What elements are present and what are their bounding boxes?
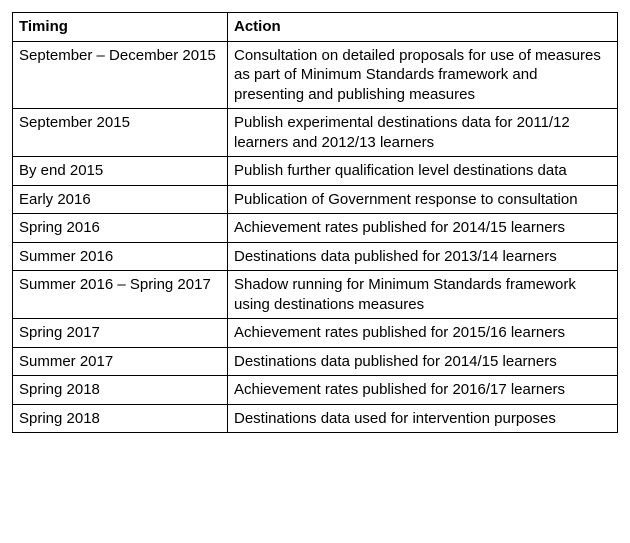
table-row: Summer 2016 Destinations data published …	[13, 242, 618, 271]
cell-timing: By end 2015	[13, 157, 228, 186]
table-row: Spring 2016 Achievement rates published …	[13, 214, 618, 243]
cell-timing: Summer 2016	[13, 242, 228, 271]
cell-action: Publish experimental destinations data f…	[228, 109, 618, 157]
table-row: Summer 2016 – Spring 2017 Shadow running…	[13, 271, 618, 319]
table-row: Summer 2017 Destinations data published …	[13, 347, 618, 376]
table-row: By end 2015 Publish further qualificatio…	[13, 157, 618, 186]
cell-timing: September – December 2015	[13, 41, 228, 109]
cell-action: Destinations data published for 2013/14 …	[228, 242, 618, 271]
table-row: September – December 2015 Consultation o…	[13, 41, 618, 109]
cell-timing: Spring 2018	[13, 404, 228, 433]
cell-action: Destinations data used for intervention …	[228, 404, 618, 433]
col-header-action: Action	[228, 13, 618, 42]
col-header-timing: Timing	[13, 13, 228, 42]
table-row: September 2015 Publish experimental dest…	[13, 109, 618, 157]
cell-action: Achievement rates published for 2015/16 …	[228, 319, 618, 348]
table-row: Spring 2018 Achievement rates published …	[13, 376, 618, 405]
cell-timing: Spring 2018	[13, 376, 228, 405]
cell-timing: Summer 2017	[13, 347, 228, 376]
cell-action: Achievement rates published for 2014/15 …	[228, 214, 618, 243]
cell-timing: Early 2016	[13, 185, 228, 214]
cell-timing: Spring 2017	[13, 319, 228, 348]
cell-action: Achievement rates published for 2016/17 …	[228, 376, 618, 405]
cell-timing: Summer 2016 – Spring 2017	[13, 271, 228, 319]
cell-timing: Spring 2016	[13, 214, 228, 243]
cell-timing: September 2015	[13, 109, 228, 157]
cell-action: Publication of Government response to co…	[228, 185, 618, 214]
table-row: Early 2016 Publication of Government res…	[13, 185, 618, 214]
timeline-table: Timing Action September – December 2015 …	[12, 12, 618, 433]
table-row: Spring 2018 Destinations data used for i…	[13, 404, 618, 433]
cell-action: Shadow running for Minimum Standards fra…	[228, 271, 618, 319]
cell-action: Consultation on detailed proposals for u…	[228, 41, 618, 109]
cell-action: Destinations data published for 2014/15 …	[228, 347, 618, 376]
table-header-row: Timing Action	[13, 13, 618, 42]
table-row: Spring 2017 Achievement rates published …	[13, 319, 618, 348]
cell-action: Publish further qualification level dest…	[228, 157, 618, 186]
